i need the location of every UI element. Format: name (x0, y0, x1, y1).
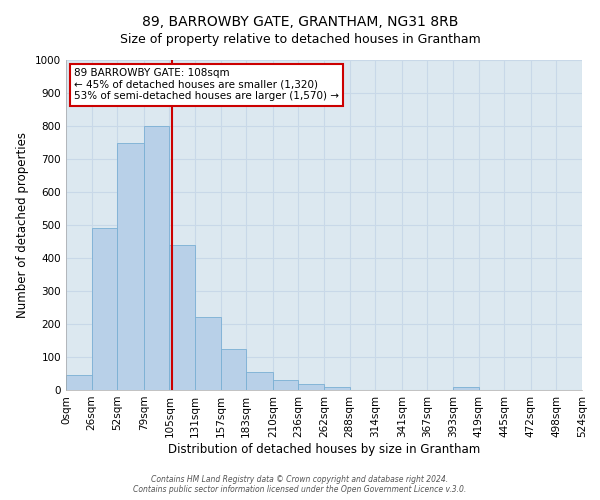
Text: 89 BARROWBY GATE: 108sqm
← 45% of detached houses are smaller (1,320)
53% of sem: 89 BARROWBY GATE: 108sqm ← 45% of detach… (74, 68, 339, 102)
Text: Contains HM Land Registry data © Crown copyright and database right 2024.
Contai: Contains HM Land Registry data © Crown c… (133, 474, 467, 494)
Bar (195, 318, 221, 390)
Bar (169, 245, 195, 390)
Bar (246, 372, 273, 390)
Text: Size of property relative to detached houses in Grantham: Size of property relative to detached ho… (119, 32, 481, 46)
Bar (66, 375, 92, 390)
Y-axis label: Number of detached properties: Number of detached properties (16, 132, 29, 318)
Bar (92, 228, 117, 390)
Bar (324, 386, 350, 390)
Bar (453, 388, 479, 390)
Bar (144, 126, 169, 390)
X-axis label: Distribution of detached houses by size in Grantham: Distribution of detached houses by size … (168, 442, 480, 456)
Text: 89, BARROWBY GATE, GRANTHAM, NG31 8RB: 89, BARROWBY GATE, GRANTHAM, NG31 8RB (142, 15, 458, 29)
Bar (298, 384, 324, 390)
Bar (117, 142, 144, 390)
Bar (273, 380, 298, 390)
Bar (221, 349, 246, 390)
